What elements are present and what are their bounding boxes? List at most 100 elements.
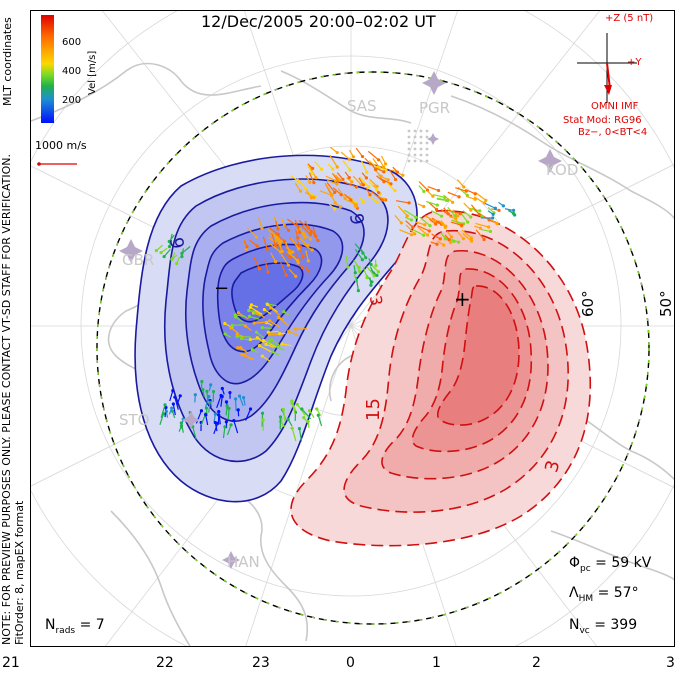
hour-label: 3 [666, 655, 675, 671]
velocity-vector-origin [377, 158, 381, 162]
velocity-vector-origin [511, 211, 516, 216]
velocity-vector-origin [469, 239, 474, 243]
grid-dot [413, 135, 417, 139]
velocity-vector [312, 226, 317, 237]
velocity-vector-origin [260, 226, 264, 230]
stat-model: Stat Mod: RG96 [563, 115, 642, 126]
grid-dot [425, 141, 429, 145]
velocity-vector-origin [273, 243, 278, 247]
velocity-vector [208, 402, 211, 413]
velocity-vector-origin [244, 247, 248, 251]
velocity-vector-origin [159, 251, 163, 255]
velocity-vector [475, 222, 489, 228]
velocity-vector-origin [281, 407, 286, 412]
latitude-label: 50° [657, 290, 675, 317]
velocity-vector-origin [277, 331, 282, 336]
velocity-vector-origin [439, 214, 444, 218]
velocity-vector [271, 233, 276, 246]
velocity-vector-origin [473, 197, 477, 201]
velocity-vector-origin [338, 205, 343, 209]
velocity-vector-origin [375, 273, 379, 277]
velocity-vector-origin [451, 200, 455, 204]
velocity-vector [232, 324, 245, 326]
velocity-vector-origin [298, 230, 302, 235]
velocity-vector-origin [175, 262, 179, 266]
velocity-vector [236, 335, 251, 338]
velocity-vector [359, 176, 370, 188]
velocity-vector-origin [469, 236, 473, 240]
velocity-vector-origin [360, 258, 365, 262]
velocity-vector-origin [164, 405, 168, 410]
contour-label: 15 [363, 398, 384, 421]
velocity-vector-origin [204, 413, 208, 417]
velocity-vector-origin [154, 249, 158, 253]
velocity-vector-origin [269, 306, 273, 310]
velocity-vector-origin [484, 198, 488, 203]
velocity-vector-origin [300, 266, 304, 270]
velocity-vector-origin [316, 238, 320, 243]
velocity-vector [355, 277, 359, 291]
velocity-vector-origin [438, 237, 442, 241]
velocity-vector [404, 209, 417, 218]
velocity-vector-origin [286, 228, 291, 233]
velocity-vector-origin [339, 193, 343, 197]
velocity-vector [433, 194, 445, 199]
velocity-vector-origin [454, 217, 458, 221]
velocity-vector [301, 408, 312, 420]
velocity-vector [431, 210, 442, 217]
velocity-vector-origin [493, 206, 498, 210]
velocity-vector-origin [290, 426, 294, 430]
velocity-vector-origin [306, 269, 310, 273]
velocity-vector-origin [264, 342, 268, 347]
grid-dot [425, 159, 429, 163]
station-marker [422, 71, 446, 95]
velocity-vector [455, 187, 467, 192]
velocity-vector-origin [443, 237, 448, 241]
velocity-vector [405, 224, 416, 235]
grid-dot [419, 153, 423, 157]
grid-dot [425, 135, 429, 139]
grid-dot [419, 135, 423, 139]
velocity-vector-origin [364, 256, 368, 260]
velocity-vector-origin [223, 425, 227, 429]
velocity-vector-origin [291, 250, 295, 254]
velocity-vector-origin [401, 173, 405, 177]
velocity-vector [278, 317, 290, 327]
velocity-vector-origin [269, 338, 273, 342]
velocity-vector [286, 218, 299, 228]
velocity-vector-origin [223, 332, 227, 336]
velocity-vector [290, 175, 299, 182]
velocity-vector-origin [232, 419, 236, 423]
velocity-vector-origin [220, 386, 224, 391]
velocity-vector-origin [309, 229, 313, 234]
velocity-vector-origin [487, 225, 491, 229]
velocity-vector-origin [393, 188, 397, 193]
velocity-vector-origin [286, 417, 290, 421]
velocity-vector-origin [374, 168, 378, 172]
velocity-vector-origin [295, 258, 300, 263]
velocity-vector [431, 233, 441, 240]
data-dot-grid [407, 129, 429, 163]
fit-order-line: FitOrder: 8, mapEX format [13, 500, 26, 645]
velocity-vector [213, 423, 219, 434]
velocity-vector-origin [443, 195, 447, 200]
velocity-vector-origin [267, 332, 271, 336]
velocity-vector-origin [163, 403, 167, 407]
velocity-vector-origin [170, 406, 174, 410]
velocity-vector-origin [306, 243, 310, 248]
velocity-vector [355, 147, 364, 157]
velocity-vector-origin [247, 308, 251, 313]
velocity-vector [299, 237, 309, 246]
velocity-vector [294, 219, 301, 233]
station-label: PGR [419, 99, 451, 117]
velocity-vector-origin [265, 302, 269, 307]
velocity-vector-origin [414, 215, 418, 219]
velocity-vector-origin [447, 237, 451, 242]
station-label: SAS [347, 97, 377, 115]
velocity-vector-origin [224, 420, 228, 424]
velocity-vector-origin [359, 182, 363, 187]
velocity-vector-origin [458, 212, 462, 216]
velocity-vector-origin [306, 259, 310, 263]
velocity-vector [397, 205, 408, 217]
velocity-vector [180, 422, 184, 433]
